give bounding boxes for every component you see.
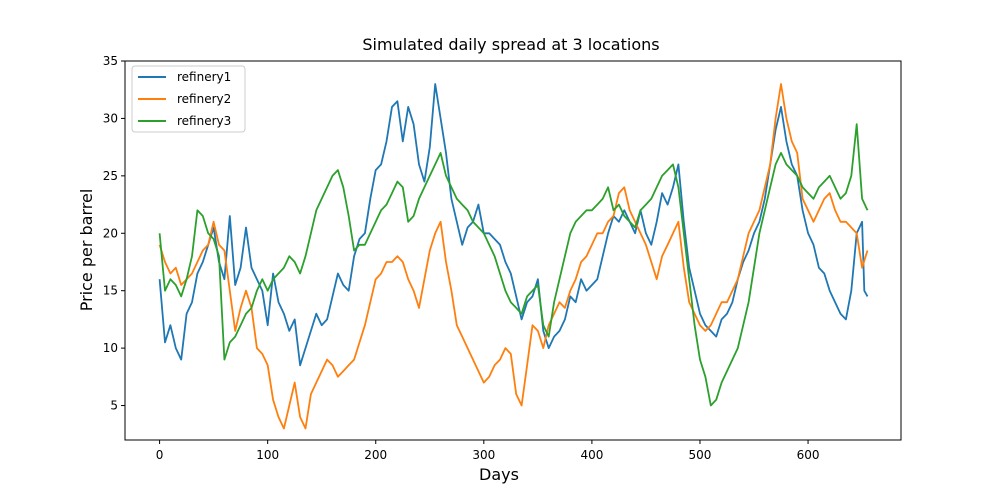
y-tick-label: 30: [103, 111, 118, 125]
legend-label-refinery1: refinery1: [177, 70, 231, 84]
legend-label-refinery3: refinery3: [177, 114, 231, 128]
chart-title: Simulated daily spread at 3 locations: [362, 35, 659, 54]
legend-box: [131, 65, 246, 133]
x-tick-label: 100: [256, 448, 279, 462]
y-tick-label: 5: [110, 399, 118, 413]
y-axis: 5 10 15 20 25 30 35: [103, 54, 125, 413]
x-tick-label: 400: [580, 448, 603, 462]
series-line-refinery1: [158, 83, 869, 367]
x-axis: 0 100 200 300 400 500 600: [156, 440, 820, 462]
y-tick-label: 10: [103, 341, 118, 355]
x-tick-label: 200: [364, 448, 387, 462]
y-tick-label: 35: [103, 54, 118, 68]
y-tick-label: 15: [103, 284, 118, 298]
x-axis-title: Days: [479, 465, 519, 484]
series-line-refinery2: [158, 83, 869, 430]
series-line-refinery3: [158, 123, 869, 407]
x-tick-label: 600: [797, 448, 820, 462]
legend-label-refinery2: refinery2: [177, 92, 231, 106]
plot-frame: [124, 60, 902, 441]
x-tick-label: 0: [156, 448, 164, 462]
y-tick-label: 20: [103, 226, 118, 240]
x-tick-label: 300: [472, 448, 495, 462]
series-layer: [158, 83, 869, 430]
x-tick-label: 500: [689, 448, 712, 462]
y-tick-label: 25: [103, 169, 118, 183]
legend: refinery1 refinery2 refinery3: [131, 65, 246, 133]
y-axis-title: Price per barrel: [77, 189, 96, 312]
